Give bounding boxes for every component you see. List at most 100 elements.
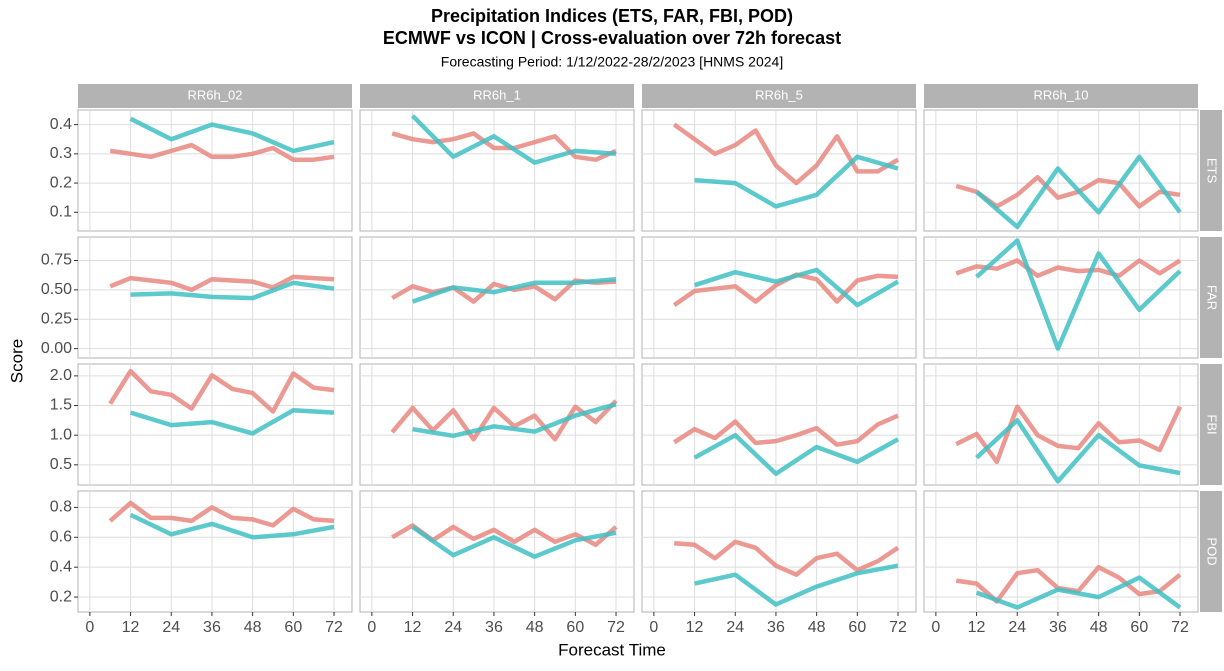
x-tick-label: 12: [404, 619, 422, 636]
x-tick-label: 72: [607, 619, 625, 636]
x-tick-label: 24: [1008, 619, 1026, 636]
y-tick-label: 2.0: [50, 367, 72, 384]
x-tick-label: 48: [526, 619, 544, 636]
y-tick-label: 0.3: [50, 145, 72, 162]
x-tick-label: 0: [649, 619, 658, 636]
series-line: [693, 432, 900, 476]
y-tick-label: 0.4: [50, 116, 72, 133]
series-line: [411, 114, 617, 165]
x-tick-label: 72: [1171, 619, 1189, 636]
y-tick-label: 0.2: [50, 174, 72, 191]
strip-label: RR6h_5: [755, 87, 803, 102]
panel: [641, 490, 917, 613]
strip-label: POD: [1205, 537, 1220, 565]
x-tick-label: 36: [1049, 619, 1067, 636]
series-line: [108, 500, 335, 528]
x-tick-label: 48: [244, 619, 262, 636]
y-axis-label: Score: [7, 339, 26, 383]
y-tick-label: 0.4: [50, 558, 72, 575]
series-line: [694, 154, 899, 209]
x-tick-label: 12: [122, 619, 140, 636]
x-tick-label: 60: [284, 619, 302, 636]
strip-label: ETS: [1205, 158, 1220, 184]
y-tick-label: 0.5: [50, 456, 72, 473]
series-line: [411, 525, 617, 559]
series-line: [411, 277, 617, 304]
y-tick-label: 0.25: [41, 310, 72, 327]
chart-title: Precipitation Indices (ETS, FAR, FBI, PO…: [431, 6, 793, 26]
x-tick-label: 36: [485, 619, 503, 636]
panel: [359, 236, 635, 359]
series-line: [109, 142, 335, 162]
series-line: [129, 512, 335, 540]
series-line: [674, 539, 900, 577]
strip: [360, 84, 634, 108]
series-line: [129, 408, 335, 436]
strip: [1200, 364, 1222, 485]
x-tick-label: 0: [85, 619, 94, 636]
x-tick-label: 60: [848, 619, 866, 636]
series-line: [975, 238, 1182, 351]
panel: [77, 109, 353, 232]
x-tick-label: 0: [931, 619, 940, 636]
x-axis-label: Forecast Time: [558, 640, 666, 659]
series-line: [672, 122, 900, 186]
x-tick-label: 36: [767, 619, 785, 636]
strip-label: RR6h_10: [1034, 87, 1089, 102]
y-tick-label: 0.50: [41, 281, 72, 298]
strip: [924, 84, 1198, 108]
strip: [1200, 110, 1222, 231]
x-tick-label: 12: [968, 619, 986, 636]
series-line: [975, 575, 1182, 610]
x-tick-label: 60: [1130, 619, 1148, 636]
strip: [78, 84, 352, 108]
series-line: [975, 418, 1181, 484]
x-tick-label: 60: [566, 619, 584, 636]
strip: [1200, 491, 1222, 612]
strip-label: FBI: [1205, 414, 1220, 434]
series-line: [129, 116, 335, 154]
x-tick-label: 48: [1090, 619, 1108, 636]
strip-label: RR6h_1: [473, 87, 521, 102]
panel: [359, 490, 635, 613]
chart-subtitle: Forecasting Period: 1/12/2022-28/2/2023 …: [441, 54, 783, 70]
strip-label: FAR: [1205, 285, 1220, 310]
panel: [923, 490, 1199, 613]
strip: [642, 84, 916, 108]
strip-label: RR6h_02: [188, 87, 243, 102]
y-tick-label: 0.2: [50, 588, 72, 605]
chart-title: ECMWF vs ICON | Cross-evaluation over 72…: [383, 28, 841, 48]
y-tick-label: 0.75: [41, 252, 72, 269]
x-tick-label: 48: [808, 619, 826, 636]
x-tick-label: 24: [726, 619, 744, 636]
series-line: [130, 280, 335, 301]
x-tick-label: 12: [686, 619, 704, 636]
y-tick-label: 0.6: [50, 529, 72, 546]
x-tick-label: 72: [325, 619, 343, 636]
series-line: [672, 413, 899, 447]
series-line: [693, 267, 900, 308]
x-tick-label: 0: [367, 619, 376, 636]
series-line: [412, 402, 617, 439]
series-line: [109, 274, 335, 293]
y-tick-label: 1.5: [50, 397, 72, 414]
series-line: [955, 258, 1182, 279]
strip: [1200, 237, 1222, 358]
x-tick-label: 24: [162, 619, 180, 636]
x-tick-label: 24: [444, 619, 462, 636]
panel: [359, 109, 635, 232]
x-tick-label: 72: [889, 619, 907, 636]
series-line: [390, 399, 618, 442]
series-line: [694, 563, 899, 607]
x-tick-label: 36: [203, 619, 221, 636]
series-line: [108, 368, 335, 414]
y-tick-label: 0.00: [41, 340, 72, 357]
y-tick-label: 0.1: [50, 204, 72, 221]
series-line: [955, 404, 1183, 465]
y-tick-label: 1.0: [50, 426, 72, 443]
series-line: [391, 131, 617, 162]
series-line: [975, 154, 1182, 230]
y-tick-label: 0.8: [50, 499, 72, 516]
